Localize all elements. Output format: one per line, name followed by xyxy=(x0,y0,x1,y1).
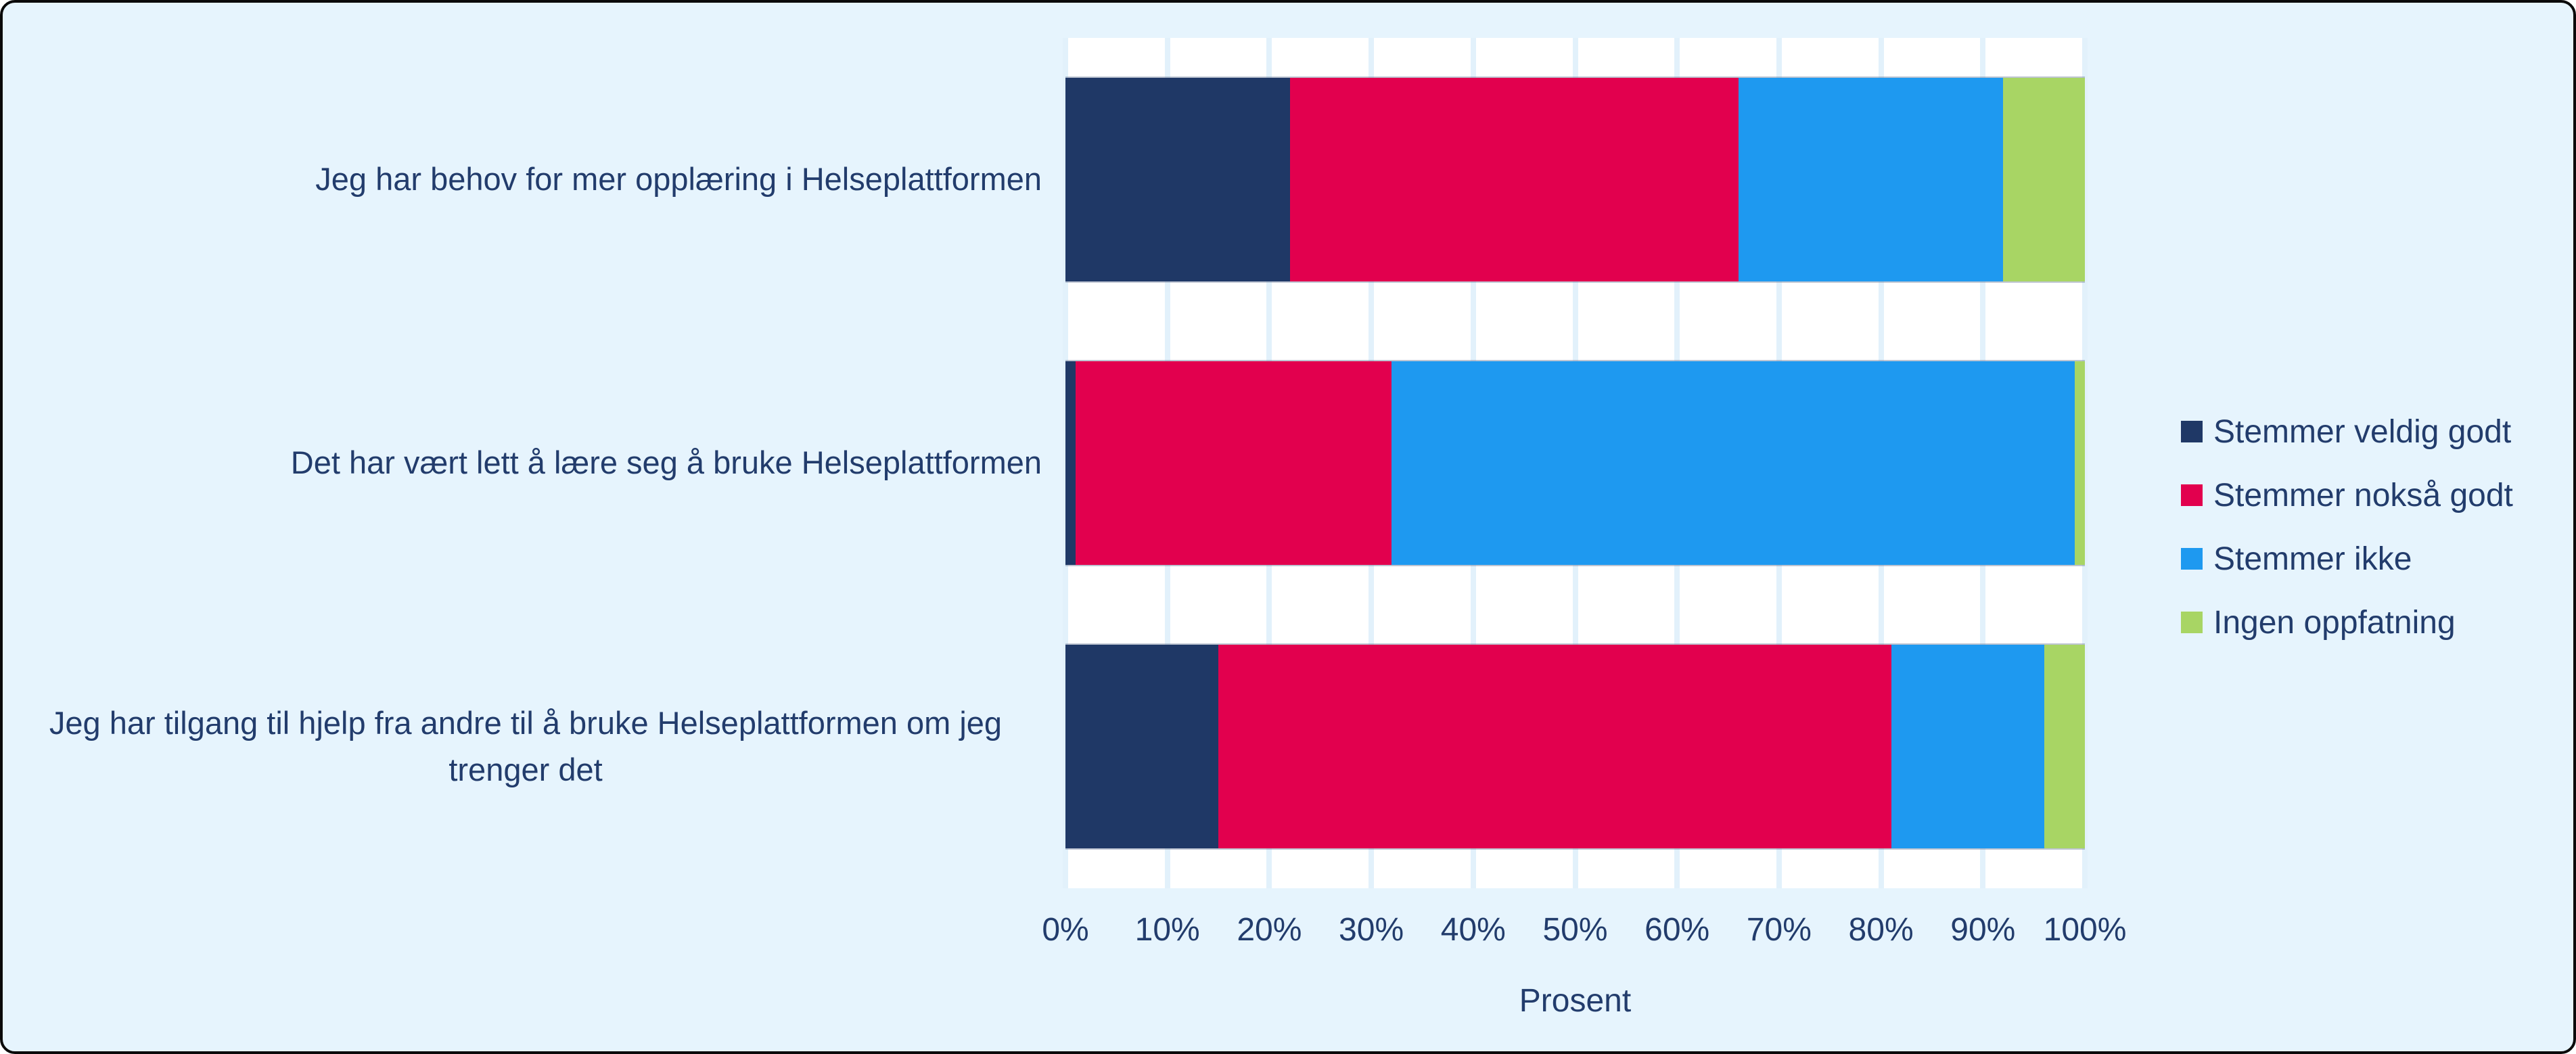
x-axis-ticks: 0% 10% 20% 30% 40% 50% 60% 70% 80% 90% 100% xyxy=(1042,911,2126,952)
x-tick-label: 50% xyxy=(1542,912,1608,948)
bar-segment xyxy=(1891,645,2044,848)
x-tick-label: 100% xyxy=(2043,912,2127,948)
category-row: Jeg har behov for mer opplæring i Helsep… xyxy=(9,38,1051,321)
bar-segment xyxy=(1076,361,1392,565)
bar-segment xyxy=(1065,361,1076,565)
legend-label: Ingen oppfatning xyxy=(2213,604,2456,641)
category-row: Jeg har tilgang til hjelp fra andre til … xyxy=(9,605,1051,888)
x-tick-label: 10% xyxy=(1134,912,1200,948)
category-label: Jeg har tilgang til hjelp fra andre til … xyxy=(49,705,1003,787)
bar-segment xyxy=(2044,645,2085,848)
gridline-100 xyxy=(2082,38,2088,888)
bar-segment xyxy=(1289,78,1739,281)
bar-segment xyxy=(1065,78,1290,281)
bar-segment xyxy=(2074,361,2085,565)
category-label: Det har vært lett å lære seg å bruke Hel… xyxy=(290,444,1042,481)
legend-item: Stemmer ikke xyxy=(2181,527,2513,591)
legend-label: Stemmer ikke xyxy=(2213,541,2412,577)
legend-swatch xyxy=(2181,612,2203,633)
x-tick-label: 30% xyxy=(1339,912,1404,948)
x-tick-label: 0% xyxy=(1042,912,1089,948)
bar-row xyxy=(1065,76,2085,283)
legend-swatch xyxy=(2181,548,2203,570)
bar-row xyxy=(1065,643,2085,850)
legend-label: Stemmer nokså godt xyxy=(2213,477,2513,513)
legend-item: Stemmer nokså godt xyxy=(2181,463,2513,527)
plot-area xyxy=(1063,38,2088,888)
category-axis: Jeg har behov for mer opplæring i Helsep… xyxy=(9,38,1051,888)
legend-item: Stemmer veldig godt xyxy=(2181,400,2513,463)
bar-segment xyxy=(2003,78,2085,281)
x-tick-label: 70% xyxy=(1746,912,1812,948)
legend-label: Stemmer veldig godt xyxy=(2213,413,2512,450)
bar-segment xyxy=(1738,78,2004,281)
legend: Stemmer veldig godt Stemmer nokså godt Ste… xyxy=(2181,400,2513,654)
bar-segment xyxy=(1392,361,2075,565)
legend-item: Ingen oppfatning xyxy=(2181,591,2513,654)
category-label: Jeg har behov for mer opplæring i Helsep… xyxy=(315,161,1042,198)
legend-swatch xyxy=(2181,484,2203,506)
x-tick-label: 60% xyxy=(1644,912,1710,948)
bar-row xyxy=(1065,360,2085,566)
bar-segment xyxy=(1218,645,1891,848)
legend-swatch xyxy=(2181,421,2203,442)
x-tick-label: 40% xyxy=(1440,912,1506,948)
x-tick-label: 80% xyxy=(1848,912,1914,948)
x-axis-title: Prosent xyxy=(1519,983,1632,1019)
x-tick-label: 20% xyxy=(1237,912,1302,948)
category-row: Det har vært lett å lære seg å bruke Hel… xyxy=(9,321,1051,605)
x-tick-label: 90% xyxy=(1950,912,2016,948)
bar-segment xyxy=(1065,645,1219,848)
